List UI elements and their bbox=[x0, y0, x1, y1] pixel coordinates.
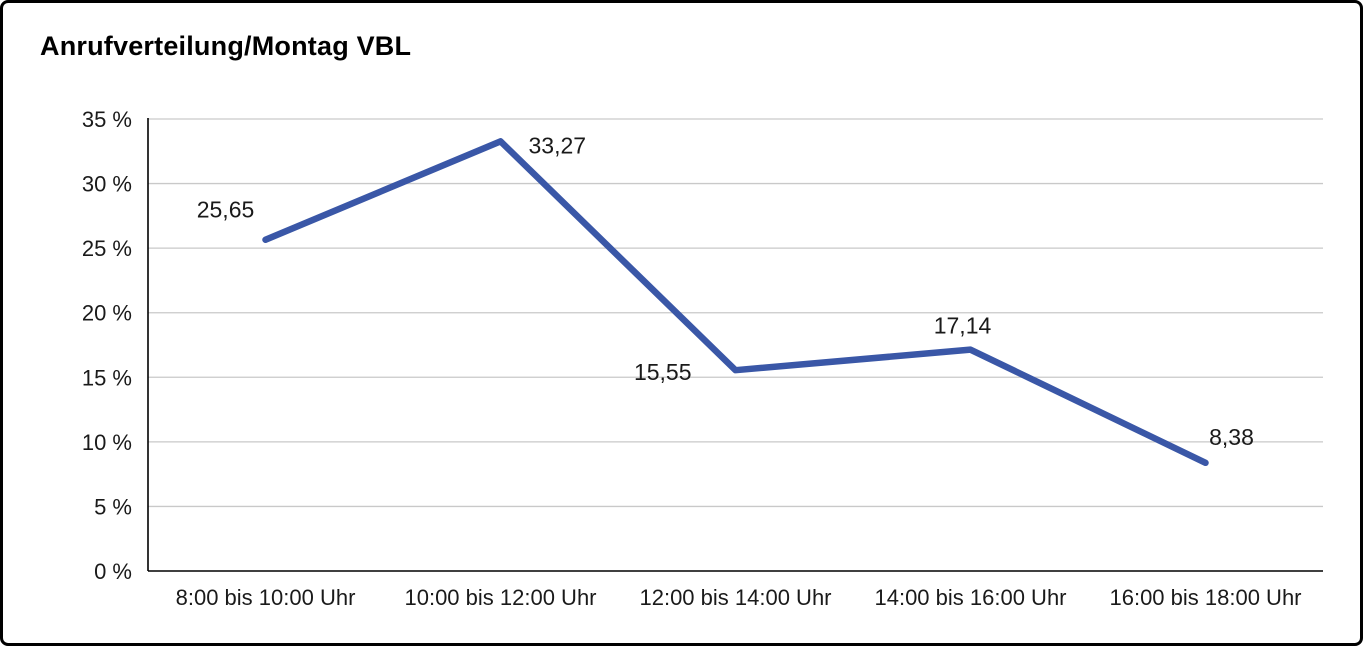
x-axis-label: 10:00 bis 12:00 Uhr bbox=[404, 585, 596, 610]
data-label: 17,14 bbox=[934, 313, 992, 339]
y-axis-label: 20 % bbox=[82, 301, 132, 326]
chart-title: Anrufverteilung/Montag VBL bbox=[40, 31, 412, 61]
x-axis-label: 12:00 bis 14:00 Uhr bbox=[639, 585, 831, 610]
series-line bbox=[262, 138, 1209, 467]
x-axis-label: 8:00 bis 10:00 Uhr bbox=[176, 585, 356, 610]
y-axis-label: 25 % bbox=[82, 236, 132, 261]
y-axis-label: 10 % bbox=[82, 430, 132, 455]
x-axis-label: 14:00 bis 16:00 Uhr bbox=[874, 585, 1066, 610]
x-axis-label: 16:00 bis 18:00 Uhr bbox=[1109, 585, 1301, 610]
data-label: 8,38 bbox=[1209, 424, 1254, 450]
y-axis-label: 15 % bbox=[82, 365, 132, 390]
y-axis-label: 35 % bbox=[82, 107, 132, 132]
y-axis-label: 5 % bbox=[94, 494, 132, 519]
data-label: 33,27 bbox=[529, 132, 587, 158]
y-axis-label: 0 % bbox=[94, 559, 132, 584]
data-label: 25,65 bbox=[197, 197, 255, 223]
data-label: 15,55 bbox=[634, 359, 692, 385]
line-chart: 0 % 5 % 10 % 15 % 20 % 25 % 30 % 35 % 8:00 bis 1… bbox=[82, 107, 1323, 610]
y-axis-label: 30 % bbox=[82, 172, 132, 197]
